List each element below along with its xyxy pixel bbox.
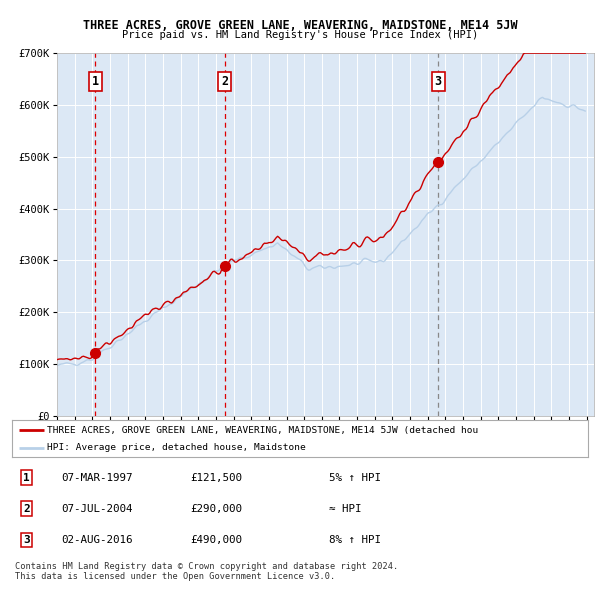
Text: 2: 2 (23, 504, 30, 514)
Text: 2: 2 (221, 75, 228, 88)
Text: Contains HM Land Registry data © Crown copyright and database right 2024.: Contains HM Land Registry data © Crown c… (15, 562, 398, 571)
Text: ≈ HPI: ≈ HPI (329, 504, 361, 514)
Text: HPI: Average price, detached house, Maidstone: HPI: Average price, detached house, Maid… (47, 444, 305, 453)
Text: 1: 1 (92, 75, 99, 88)
Text: 8% ↑ HPI: 8% ↑ HPI (329, 535, 381, 545)
Text: This data is licensed under the Open Government Licence v3.0.: This data is licensed under the Open Gov… (15, 572, 335, 581)
Text: 02-AUG-2016: 02-AUG-2016 (61, 535, 133, 545)
Text: 3: 3 (434, 75, 442, 88)
Text: 07-MAR-1997: 07-MAR-1997 (61, 473, 133, 483)
Text: £121,500: £121,500 (191, 473, 242, 483)
Text: 1: 1 (23, 473, 30, 483)
Text: 5% ↑ HPI: 5% ↑ HPI (329, 473, 381, 483)
Text: £290,000: £290,000 (191, 504, 242, 514)
Text: THREE ACRES, GROVE GREEN LANE, WEAVERING, MAIDSTONE, ME14 5JW: THREE ACRES, GROVE GREEN LANE, WEAVERING… (83, 19, 517, 32)
Text: Price paid vs. HM Land Registry's House Price Index (HPI): Price paid vs. HM Land Registry's House … (122, 30, 478, 40)
Text: £490,000: £490,000 (191, 535, 242, 545)
Text: 07-JUL-2004: 07-JUL-2004 (61, 504, 133, 514)
Text: 3: 3 (23, 535, 30, 545)
Text: THREE ACRES, GROVE GREEN LANE, WEAVERING, MAIDSTONE, ME14 5JW (detached hou: THREE ACRES, GROVE GREEN LANE, WEAVERING… (47, 426, 478, 435)
